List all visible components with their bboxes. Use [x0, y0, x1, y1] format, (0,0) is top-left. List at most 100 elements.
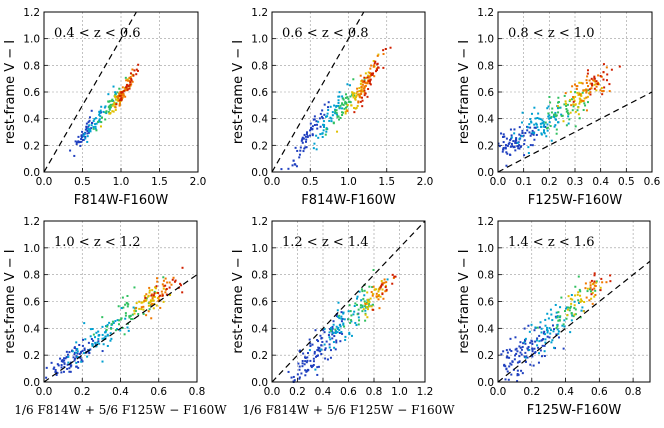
data-point [90, 124, 93, 127]
data-point [303, 147, 306, 150]
data-point [66, 367, 69, 370]
data-point [552, 115, 555, 118]
data-point [546, 107, 549, 110]
data-point [605, 281, 608, 284]
data-point [45, 376, 48, 379]
data-point [569, 98, 572, 101]
data-point [352, 78, 355, 81]
data-point [522, 134, 525, 137]
data-point [180, 284, 183, 287]
data-point [557, 121, 560, 124]
data-point [582, 89, 585, 92]
data-point [570, 294, 573, 297]
data-point [593, 287, 596, 290]
data-point [104, 335, 107, 338]
data-point [355, 324, 358, 327]
data-point [591, 82, 594, 85]
x-tick-label: 0.1 [515, 176, 532, 188]
data-point [518, 144, 521, 147]
data-point [55, 373, 58, 376]
data-point [304, 135, 307, 138]
data-point [102, 337, 105, 340]
data-point [543, 344, 546, 347]
data-point [521, 135, 524, 138]
data-point [344, 106, 347, 109]
data-point [574, 103, 577, 106]
data-point [560, 114, 563, 117]
data-point [506, 351, 509, 354]
data-point [546, 312, 549, 315]
data-point [309, 134, 312, 137]
y-tick-label: 1.2 [23, 216, 40, 228]
data-point [565, 102, 568, 105]
data-point [334, 108, 337, 111]
data-point [334, 348, 337, 351]
data-point [124, 314, 127, 317]
data-point [510, 136, 513, 139]
data-point [312, 147, 315, 150]
data-point [579, 290, 582, 293]
data-point [366, 81, 369, 84]
data-point [587, 92, 590, 95]
data-point [505, 164, 508, 167]
data-point [557, 96, 560, 99]
redshift-annotation: 0.8 < z < 1.0 [508, 26, 595, 41]
data-point [594, 80, 597, 83]
data-point [329, 116, 332, 119]
data-point [155, 304, 158, 307]
data-point [520, 353, 523, 356]
data-point [568, 118, 571, 121]
data-point [567, 306, 570, 309]
data-point [107, 100, 110, 103]
data-point [310, 127, 313, 130]
data-point [591, 291, 594, 294]
data-point [518, 360, 521, 363]
data-point [510, 142, 513, 145]
data-point [339, 116, 342, 119]
data-point [308, 349, 311, 352]
data-point [551, 319, 554, 322]
data-point [80, 134, 83, 137]
data-point [583, 301, 586, 304]
data-point [593, 77, 596, 80]
data-point [104, 331, 107, 334]
data-point [336, 113, 339, 116]
data-point [126, 84, 129, 87]
data-point [120, 98, 123, 101]
data-point [599, 286, 602, 289]
data-point [335, 330, 338, 333]
data-point [306, 359, 309, 362]
data-point [562, 323, 565, 326]
data-point [317, 340, 320, 343]
data-point [563, 94, 566, 97]
data-point [546, 331, 549, 334]
data-point [107, 93, 110, 96]
data-point [315, 134, 318, 137]
data-point [102, 343, 105, 346]
data-point [519, 351, 522, 354]
data-point [352, 96, 355, 99]
data-point [63, 357, 66, 360]
data-point [101, 325, 104, 328]
data-point [539, 349, 542, 352]
x-tick-label: 0.2 [74, 386, 91, 398]
data-point [589, 286, 592, 289]
data-point [128, 316, 131, 319]
data-point [589, 93, 592, 96]
data-point [305, 133, 308, 136]
data-point [382, 297, 385, 300]
data-point [577, 275, 580, 278]
data-point [370, 305, 373, 308]
data-point [557, 319, 560, 322]
data-point [292, 159, 295, 162]
data-point [65, 356, 68, 359]
data-point [563, 325, 566, 328]
data-point [332, 341, 335, 344]
x-tick-label: 0.0 [36, 386, 53, 398]
data-point [355, 92, 358, 95]
data-point [306, 356, 309, 359]
data-point [300, 372, 303, 375]
data-point [572, 315, 575, 318]
data-point [86, 140, 89, 143]
data-point [556, 316, 559, 319]
